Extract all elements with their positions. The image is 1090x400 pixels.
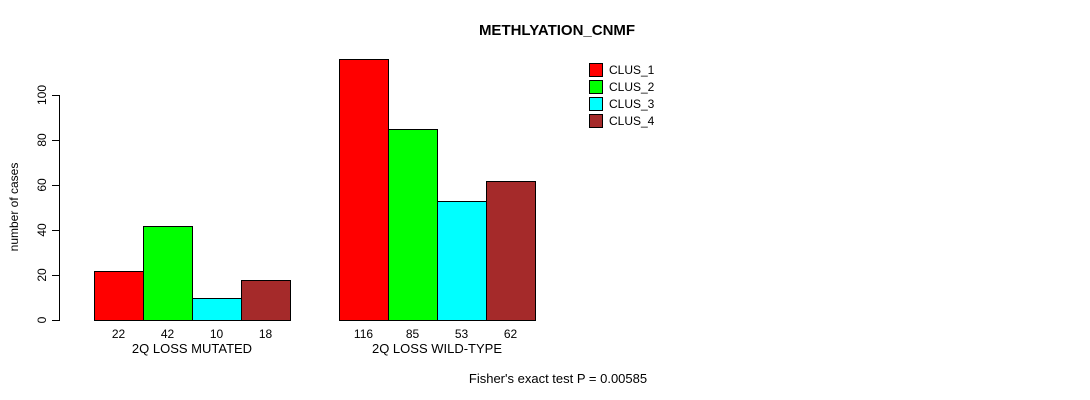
- bar-clus_3-group1: [192, 297, 242, 321]
- bar-clus_4-group2: [486, 180, 536, 321]
- bar-clus_3-group2: [437, 200, 487, 321]
- bar-clus_2-group2: [388, 128, 438, 321]
- bar-clus_2-group1: [143, 225, 193, 321]
- bar-value-label: 85: [405, 327, 420, 341]
- annotation-text: Fisher's exact test P = 0.00585: [468, 371, 648, 386]
- legend-swatch-clus_3: [589, 97, 603, 111]
- legend-label: CLUS_3: [609, 97, 655, 111]
- bar-value-label: 42: [160, 327, 175, 341]
- legend-swatch-clus_1: [589, 63, 603, 77]
- y-axis-tick: [52, 140, 59, 141]
- group-label-2: 2Q LOSS WILD-TYPE: [371, 341, 503, 356]
- bar-value-label: 22: [111, 327, 126, 341]
- bar-value-label: 53: [454, 327, 469, 341]
- bar-clus_4-group1: [241, 279, 291, 321]
- bar-clus_1-group1: [94, 270, 144, 321]
- y-axis-label: number of cases: [7, 162, 21, 252]
- legend-label: CLUS_1: [609, 63, 655, 77]
- legend-row-clus_4: CLUS_4: [589, 114, 654, 128]
- legend-swatch-clus_4: [589, 114, 603, 128]
- group-label-1: 2Q LOSS MUTATED: [131, 341, 253, 356]
- y-axis-tick-label: 100: [35, 84, 49, 106]
- legend-label: CLUS_2: [609, 80, 655, 94]
- legend-swatch-clus_2: [589, 80, 603, 94]
- legend-row-clus_1: CLUS_1: [589, 63, 654, 77]
- y-axis-tick-label: 40: [35, 223, 49, 237]
- chart-title: METHLYATION_CNMF: [478, 22, 636, 39]
- legend-label: CLUS_4: [609, 114, 655, 128]
- bar-value-label: 62: [503, 327, 518, 341]
- y-axis-tick-label: 0: [35, 316, 49, 324]
- legend-row-clus_2: CLUS_2: [589, 80, 654, 94]
- y-axis-tick: [52, 95, 59, 96]
- legend-row-clus_3: CLUS_3: [589, 97, 654, 111]
- y-axis-tick-label: 20: [35, 268, 49, 282]
- bar-value-label: 116: [353, 327, 374, 341]
- bar-value-label: 10: [209, 327, 224, 341]
- y-axis-tick: [52, 230, 59, 231]
- bar-value-label: 18: [258, 327, 273, 341]
- legend: CLUS_1 CLUS_2 CLUS_3 CLUS_4: [589, 63, 654, 131]
- y-axis-tick: [52, 185, 59, 186]
- y-axis-tick-label: 60: [35, 178, 49, 192]
- y-axis-tick: [52, 320, 59, 321]
- y-axis-tick: [52, 275, 59, 276]
- y-axis-line: [59, 95, 60, 321]
- bar-clus_1-group2: [339, 59, 389, 321]
- y-axis-tick-label: 80: [35, 133, 49, 147]
